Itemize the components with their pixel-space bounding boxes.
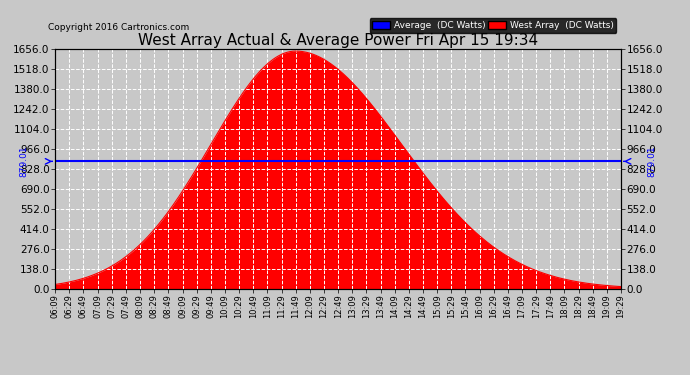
Title: West Array Actual & Average Power Fri Apr 15 19:34: West Array Actual & Average Power Fri Ap… <box>138 33 538 48</box>
Legend: Average  (DC Watts), West Array  (DC Watts): Average (DC Watts), West Array (DC Watts… <box>370 18 616 33</box>
Text: 879.01: 879.01 <box>648 146 657 177</box>
Text: 879.01: 879.01 <box>19 146 28 177</box>
Text: Copyright 2016 Cartronics.com: Copyright 2016 Cartronics.com <box>48 22 190 32</box>
